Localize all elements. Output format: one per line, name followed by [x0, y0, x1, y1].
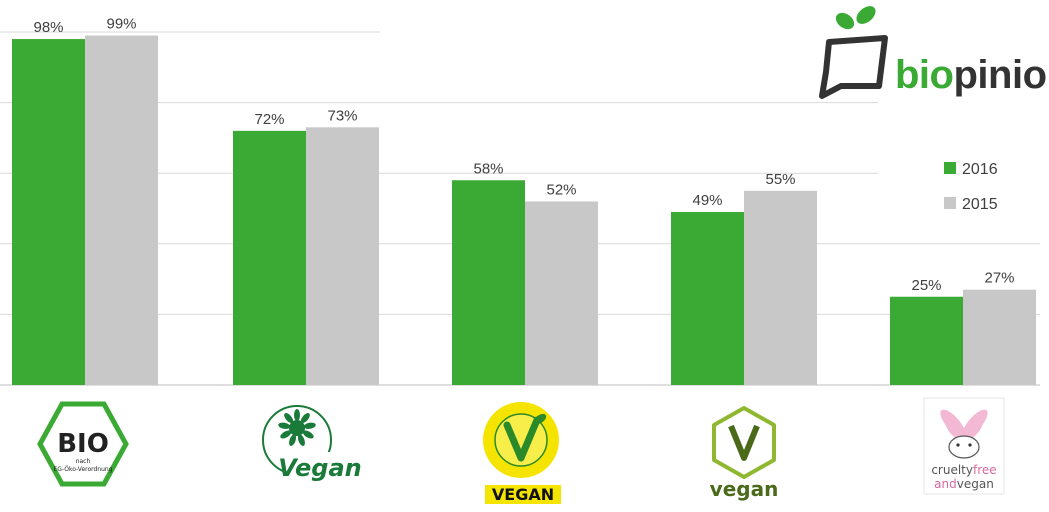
data-label-2015-4: 55% — [765, 171, 795, 188]
legend-label-2015: 2015 — [962, 196, 998, 213]
bar-2016-5 — [890, 296, 963, 385]
bar-2015-5 — [963, 289, 1036, 385]
bar-2016-2 — [233, 130, 306, 385]
evu-vegan-icon: VEGAN — [483, 402, 561, 504]
legend-swatch-2015 — [944, 197, 956, 209]
bar-2015-1 — [85, 35, 158, 385]
svg-text:nach: nach — [76, 458, 91, 465]
value-labels-layer: 98% 72% 58% 49% 25% 99% 73% 52% 55% 27% — [33, 16, 1014, 294]
data-label-2016-3: 58% — [473, 160, 503, 177]
svg-text:vegan: vegan — [710, 477, 779, 501]
svg-text:andvegan: andvegan — [934, 477, 994, 491]
bio-seal-icon: BIO nach EG-Öko-Verordnung — [37, 401, 129, 487]
cruelty-free-bunny-icon: crueltyfree andvegan — [923, 397, 1005, 495]
bar-2015-2 — [306, 127, 379, 385]
bar-2016-3 — [452, 180, 525, 385]
svg-text:BIO: BIO — [57, 429, 109, 459]
bar-2015-3 — [525, 201, 598, 385]
data-label-2016-4: 49% — [692, 192, 722, 209]
svg-text:EG-Öko-Verordnung: EG-Öko-Verordnung — [53, 466, 112, 473]
svg-text:VEGAN: VEGAN — [492, 485, 554, 504]
data-label-2016-1: 98% — [33, 19, 63, 36]
speech-bubble-icon — [819, 6, 888, 99]
biopinio-logo: biopinio — [819, 6, 1047, 99]
data-label-2015-2: 73% — [327, 107, 357, 124]
data-label-2015-5: 27% — [984, 270, 1014, 287]
vegan-v-badge-icon: vegan — [710, 406, 779, 501]
brand-wordmark: biopinio — [895, 53, 1047, 97]
data-label-2015-3: 52% — [546, 181, 576, 198]
bars-layer — [12, 35, 1036, 386]
data-label-2016-2: 72% — [254, 111, 284, 128]
svg-text:Vegan: Vegan — [278, 454, 362, 482]
data-label-2016-5: 25% — [911, 277, 941, 294]
bar-2016-4 — [671, 212, 744, 385]
data-label-2015-1: 99% — [106, 16, 136, 33]
legend-swatch-2016 — [944, 162, 956, 174]
bar-2015-4 — [744, 190, 817, 385]
sunflower-vegan-icon: Vegan — [262, 405, 362, 482]
bar-2016-1 — [12, 39, 85, 386]
legend: 2016 2015 — [944, 161, 998, 213]
svg-text:crueltyfree: crueltyfree — [931, 463, 996, 477]
legend-label-2016: 2016 — [962, 161, 998, 178]
